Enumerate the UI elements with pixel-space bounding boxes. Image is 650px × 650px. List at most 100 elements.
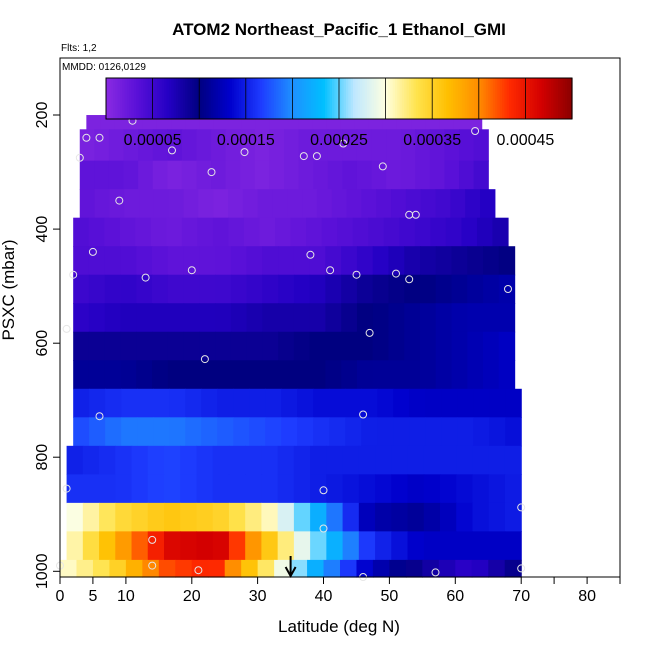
heatmap-cell xyxy=(358,445,376,475)
heatmap-cell xyxy=(66,531,84,561)
heatmap-cell xyxy=(325,274,342,304)
heatmap-cell xyxy=(420,246,437,276)
colorbar-segment xyxy=(285,78,289,119)
colorbar-segment xyxy=(520,78,524,119)
heatmap-cell xyxy=(121,417,138,447)
colorbar-segment xyxy=(311,78,314,119)
heatmap-cell xyxy=(429,160,446,190)
heatmap-cell xyxy=(313,388,330,418)
heatmap-cell xyxy=(274,559,292,578)
colorbar-segment xyxy=(427,78,431,119)
heatmap-cell xyxy=(196,474,214,504)
colorbar-segment xyxy=(308,78,312,119)
x-tick-label: 10 xyxy=(117,588,135,605)
heatmap-cell xyxy=(197,217,214,247)
sample-point xyxy=(95,133,104,142)
heatmap-cell xyxy=(277,445,295,475)
heatmap-cell xyxy=(356,246,374,276)
heatmap-cell xyxy=(472,531,490,561)
heatmap-cell xyxy=(269,129,285,162)
colorbar-segment xyxy=(106,78,109,119)
heatmap-layer xyxy=(60,95,522,578)
heatmap-cell xyxy=(212,474,230,504)
heatmap-cell xyxy=(352,217,369,247)
colorbar-segment xyxy=(537,78,540,119)
heatmap-cell xyxy=(73,274,90,304)
heatmap-cell xyxy=(169,417,186,447)
sample-point xyxy=(339,139,348,148)
colorbar-segment xyxy=(154,78,158,119)
heatmap-cell xyxy=(152,303,169,333)
heatmap-cell xyxy=(99,502,116,532)
colorbar-segment xyxy=(306,78,310,119)
heatmap-cell xyxy=(147,531,165,561)
heatmap-cell xyxy=(265,417,282,447)
heatmap-cell xyxy=(488,445,506,475)
heatmap-cell xyxy=(420,274,437,304)
heatmap-cell xyxy=(457,417,474,447)
sample-point xyxy=(240,148,249,157)
x-axis-label: Latitude (deg N) xyxy=(278,617,400,636)
sample-point xyxy=(168,146,176,155)
heatmap-cell xyxy=(242,189,259,219)
heatmap-cell xyxy=(131,502,149,532)
heatmap-cell xyxy=(444,160,460,190)
heatmap-cell xyxy=(309,360,327,390)
heatmap-cell xyxy=(262,360,279,390)
heatmap-cell xyxy=(407,502,425,532)
heatmap-cell xyxy=(73,331,90,361)
heatmap-cell xyxy=(313,417,330,447)
colorbar-segment xyxy=(383,78,387,119)
heatmap-cell xyxy=(181,129,198,162)
heatmap-cell xyxy=(152,274,169,304)
colorbar-segment xyxy=(145,78,149,119)
heatmap-cell xyxy=(377,417,394,447)
heatmap-cell xyxy=(483,360,500,390)
heatmap-cell xyxy=(356,160,373,190)
heatmap-cell xyxy=(88,331,106,361)
heatmap-cell xyxy=(104,246,122,276)
heatmap-cell xyxy=(504,445,522,475)
heatmap-cell xyxy=(429,129,446,162)
colorbar-segment xyxy=(455,78,459,119)
heatmap-cell xyxy=(293,303,311,333)
heatmap-cell xyxy=(345,388,362,418)
x-tick-label: 20 xyxy=(183,588,201,605)
heatmap-cell xyxy=(131,445,149,475)
sample-point xyxy=(82,133,91,142)
heatmap-cell xyxy=(467,360,484,390)
heatmap-cell xyxy=(372,360,390,390)
heatmap-cell xyxy=(488,559,506,578)
sample-point xyxy=(319,524,328,533)
colorbar-tick-label: 0.00025 xyxy=(310,132,368,149)
heatmap-cell xyxy=(399,217,416,247)
heatmap-cell xyxy=(451,303,468,333)
heatmap-cell xyxy=(281,388,298,418)
heatmap-cell xyxy=(191,559,209,578)
heatmap-cell xyxy=(88,360,106,390)
sample-point xyxy=(69,270,78,279)
colorbar-segment xyxy=(110,78,114,119)
colorbar: 0.00005 0.00015 0.00025 0.00035 0.00045 xyxy=(105,77,573,149)
heatmap-cell xyxy=(471,559,489,578)
heatmap-cell xyxy=(147,474,165,504)
heatmap-cell xyxy=(284,160,300,190)
colorbar-segment xyxy=(392,78,396,119)
colorbar-segment xyxy=(558,78,561,119)
heatmap-cell xyxy=(119,217,136,247)
heatmap-cell xyxy=(326,445,344,475)
y-tick-label: 1000 xyxy=(34,553,51,589)
heatmap-cell xyxy=(435,303,453,333)
heatmap-cell xyxy=(249,388,266,418)
heatmap-cell xyxy=(306,217,323,247)
y-axis-label: PSXC (mbar) xyxy=(0,239,18,340)
colorbar-segment xyxy=(506,78,510,119)
heatmap-cell xyxy=(310,531,327,561)
colorbar-segment xyxy=(345,78,349,119)
heatmap-cell xyxy=(208,559,226,578)
colorbar-segment xyxy=(352,78,356,119)
heatmap-cell xyxy=(293,502,311,532)
sample-point xyxy=(431,568,440,577)
heatmap-cell xyxy=(278,246,295,276)
colorbar-segment xyxy=(192,78,196,119)
